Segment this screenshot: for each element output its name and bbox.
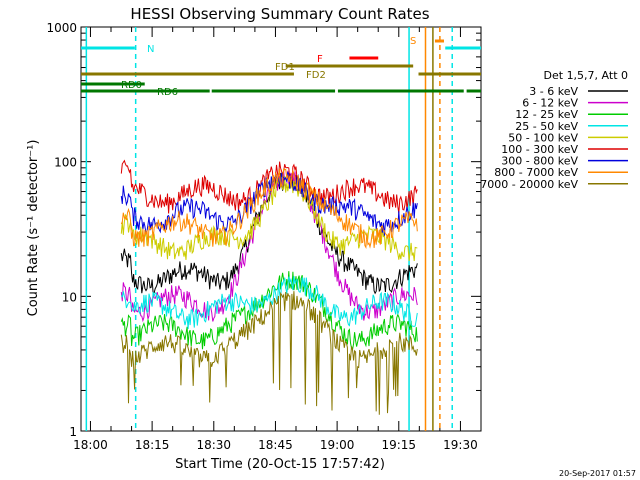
legend-entry-label: 7000 - 20000 keV bbox=[480, 178, 578, 191]
legend-entry-label: 300 - 800 keV bbox=[501, 155, 578, 168]
series-line bbox=[120, 168, 418, 249]
x-axis-label: Start Time (20-Oct-15 17:57:42) bbox=[175, 457, 385, 472]
y-axis-label: Count Rate (s⁻¹ detector⁻¹) bbox=[26, 140, 41, 317]
plot-area: 18:00 18:15 18:30 18:45 19:00 19:15 19:30 1 10 10… bbox=[46, 21, 482, 452]
series-line bbox=[120, 159, 418, 214]
flag-label: FD1 bbox=[275, 62, 295, 73]
x-tick-label: 19:30 bbox=[443, 438, 478, 452]
y-tick-label: 100 bbox=[54, 156, 77, 170]
x-tick-label: 19:15 bbox=[381, 438, 416, 452]
flag-label: S bbox=[410, 36, 416, 47]
x-tick-label: 18:15 bbox=[135, 438, 170, 452]
series-line bbox=[120, 171, 418, 236]
legend-title: Det 1,5,7, Att 0 bbox=[544, 69, 628, 82]
y-tick-label: 1000 bbox=[46, 21, 77, 35]
flag-label: F bbox=[317, 54, 323, 65]
y-tick-label: 1 bbox=[69, 425, 77, 439]
legend-entry-label: 3 - 6 keV bbox=[529, 85, 578, 98]
legend-entry-label: 6 - 12 keV bbox=[522, 97, 578, 110]
y-tick-label: 10 bbox=[62, 290, 77, 304]
series-line bbox=[120, 172, 418, 295]
legend-entry-label: 50 - 100 keV bbox=[508, 131, 578, 144]
x-tick-label: 19:00 bbox=[320, 438, 355, 452]
plot-frame bbox=[80, 26, 482, 432]
series-line bbox=[120, 276, 418, 330]
chart-title: HESSI Observing Summary Count Rates bbox=[130, 5, 429, 23]
legend-entry-label: 100 - 300 keV bbox=[501, 143, 578, 156]
legend-entry-label: 800 - 7000 keV bbox=[494, 166, 578, 179]
x-tick-label: 18:00 bbox=[73, 438, 108, 452]
flag-label: RD6 bbox=[157, 87, 178, 98]
legend-entry-label: 25 - 50 keV bbox=[515, 120, 578, 133]
flag-label: N bbox=[147, 44, 154, 55]
flag-label: FD2 bbox=[306, 70, 326, 81]
flag-label: RD0 bbox=[121, 80, 142, 91]
x-tick-label: 18:30 bbox=[196, 438, 231, 452]
x-tick-label: 18:45 bbox=[258, 438, 293, 452]
legend-entry-label: 12 - 25 keV bbox=[515, 108, 578, 121]
timestamp: 20-Sep-2017 01:57 bbox=[559, 469, 636, 478]
series-line bbox=[120, 291, 418, 415]
